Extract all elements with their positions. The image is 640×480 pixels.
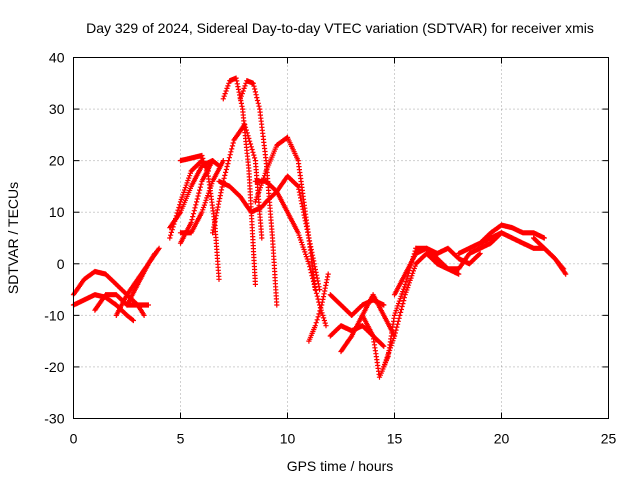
data-point-markers: [167, 158, 216, 231]
y-tick-label: -10: [44, 307, 64, 323]
series-s23: [381, 250, 440, 370]
axis-ticks: 0 5 10 15 20 25 -30 -20 -10 0 10 20 30 40: [44, 50, 616, 447]
data-point-markers: [177, 152, 222, 282]
data-point-markers: [381, 250, 440, 370]
x-tick-label: 15: [387, 431, 403, 447]
data-points: [70, 75, 569, 380]
x-axis-label: GPS time / hours: [287, 458, 394, 474]
series-s26: [434, 230, 505, 272]
y-tick-label: 0: [57, 256, 65, 272]
data-point-markers: [306, 271, 331, 344]
x-tick-label: 5: [177, 431, 185, 447]
data-point-markers: [263, 173, 323, 293]
x-tick-label: 10: [280, 431, 296, 447]
series-s16: [263, 173, 323, 293]
series-s15: [252, 134, 318, 293]
y-axis-label: SDTVAR / TECUs: [5, 182, 21, 294]
y-tick-label: 30: [49, 101, 65, 117]
data-point-markers: [220, 75, 258, 287]
y-tick-label: 20: [49, 153, 65, 169]
y-tick-label: 10: [49, 204, 65, 220]
y-tick-label: -20: [44, 359, 64, 375]
series-s7: [167, 158, 216, 231]
series-s29: [531, 235, 567, 272]
data-point-markers: [237, 78, 280, 308]
data-point-markers: [252, 134, 318, 293]
x-tick-label: 20: [494, 431, 510, 447]
x-tick-label: 0: [70, 431, 78, 447]
chart-title: Day 329 of 2024, Sidereal Day-to-day VTE…: [86, 20, 594, 36]
series-s12: [216, 178, 269, 215]
series-s21: [338, 292, 398, 355]
y-tick-label: -30: [44, 411, 64, 427]
data-point-markers: [434, 230, 505, 272]
series-s17: [252, 178, 329, 329]
series-s18: [306, 271, 331, 344]
data-point-markers: [338, 292, 398, 355]
data-point-markers: [124, 245, 162, 308]
series-s13: [220, 75, 258, 287]
y-tick-label: 40: [49, 50, 65, 66]
grid: [73, 57, 609, 419]
data-point-markers: [531, 235, 567, 272]
series-s14: [237, 78, 280, 308]
data-point-markers: [216, 178, 269, 215]
x-tick-label: 25: [601, 431, 617, 447]
series-s10: [177, 152, 222, 282]
data-point-markers: [477, 230, 569, 277]
plot-frame: [73, 57, 609, 419]
series-s5: [124, 245, 162, 308]
series-s27: [456, 222, 547, 257]
data-point-markers: [456, 222, 547, 257]
data-point-markers: [252, 178, 329, 329]
series-s28: [477, 230, 569, 277]
